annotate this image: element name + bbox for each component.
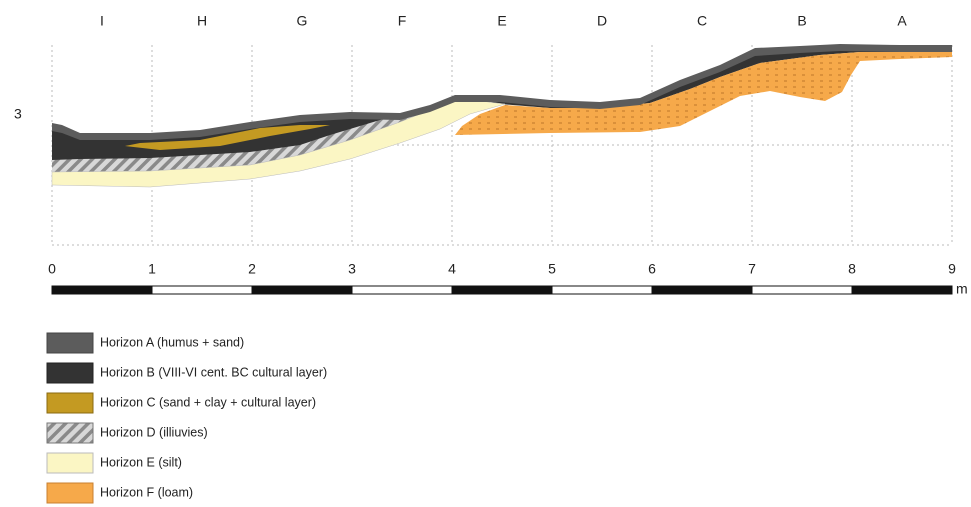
legend-swatch [46,482,94,504]
legend-label: Horizon E (silt) [100,455,182,469]
legend-swatch [46,332,94,354]
horizon-f [455,52,952,135]
column-label: C [697,13,707,29]
column-label: I [100,13,104,29]
legend-label: Horizon A (humus + sand) [100,335,244,349]
scale-segment [51,285,153,295]
scale-bar: 0 1 2 3 4 5 6 7 8 9m [48,261,968,297]
horizon-d [52,104,440,173]
scale-segment [451,285,553,295]
legend-swatch [46,452,94,474]
scale-tick-label: 9 [948,261,956,277]
column-label: H [197,13,207,29]
scale-tick-label: 8 [848,261,856,277]
scale-segment [151,285,253,295]
legend-label: Horizon D (illiuvies) [100,425,208,439]
legend-label: Horizon C (sand + clay + cultural layer) [100,395,316,409]
scale-segment [551,285,653,295]
scale-segment [751,285,853,295]
horizon-c [125,125,330,150]
horizon-a [52,44,952,140]
legend-swatch [46,392,94,414]
column-label: A [897,13,907,29]
scale-segment [651,285,753,295]
legend-swatch [46,362,94,384]
scale-tick-label: 5 [548,261,556,277]
legend-swatch [46,422,94,444]
column-label: D [597,13,607,29]
scale-segment [851,285,953,295]
column-label: G [297,13,308,29]
horizon-e [51,100,506,188]
scale-tick-label: 7 [748,261,756,277]
legend-label: Horizon F (loam) [100,485,193,499]
scale-tick-label: 6 [648,261,656,277]
scale-segment [251,285,353,295]
scale-tick-label: 4 [448,261,456,277]
scale-segment [351,285,453,295]
legend-label: Horizon B (VIII-VI cent. BC cultural lay… [100,365,327,379]
scale-tick-label: 0 [48,261,56,277]
scale-tick-label: 3 [348,261,356,277]
scale-unit: m [956,281,968,297]
column-label: E [497,13,506,29]
scale-tick-label: 1 [148,261,156,277]
column-label: B [797,13,806,29]
scale-tick-label: 2 [248,261,256,277]
column-label: F [398,13,407,29]
legend: Horizon A (humus + sand) Horizon B (VIII-… [46,332,327,504]
profile-layers [51,44,952,188]
row-label: 3 [14,106,22,122]
